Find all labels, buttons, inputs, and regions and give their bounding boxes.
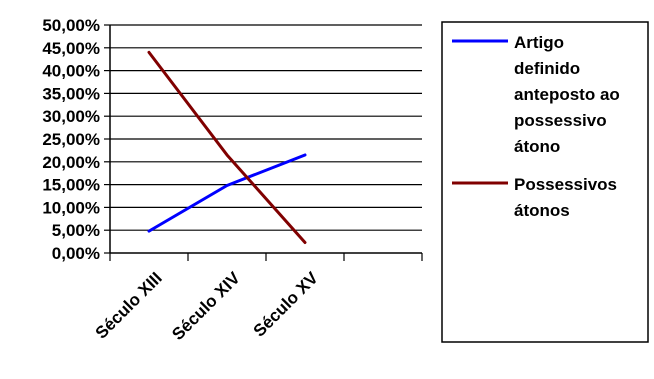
y-tick-label: 35,00% — [42, 84, 100, 103]
y-tick-label: 20,00% — [42, 153, 100, 172]
y-tick-labels: 0,00% 5,00% 10,00% 15,00% 20,00% 25,00% 30,00%… — [42, 16, 100, 263]
y-tick-label: 15,00% — [42, 176, 100, 195]
legend-label: possessivo — [514, 111, 607, 130]
series-line — [149, 155, 305, 231]
legend-label: átonos — [514, 201, 570, 220]
legend-label: Possessivos — [514, 175, 617, 194]
legend-label: átono — [514, 137, 560, 156]
axes — [104, 25, 422, 261]
x-tick-label: Século XIV — [168, 268, 244, 344]
y-tick-label: 45,00% — [42, 39, 100, 58]
y-tick-label: 30,00% — [42, 107, 100, 126]
y-tick-label: 25,00% — [42, 130, 100, 149]
series-line — [149, 52, 305, 242]
legend-label: definido — [514, 59, 580, 78]
legend-label: Artigo — [514, 33, 564, 52]
y-tick-label: 0,00% — [52, 244, 100, 263]
x-tick-label: Século XIII — [92, 268, 166, 342]
series-lines — [149, 52, 305, 242]
y-tick-label: 50,00% — [42, 16, 100, 35]
y-tick-label: 10,00% — [42, 198, 100, 217]
legend-label: anteposto ao — [514, 85, 620, 104]
y-tick-label: 5,00% — [52, 221, 100, 240]
x-tick-label: Século XV — [250, 268, 323, 341]
legend: Artigo definido anteposto ao possessivo áton… — [442, 22, 648, 342]
y-tick-label: 40,00% — [42, 62, 100, 81]
